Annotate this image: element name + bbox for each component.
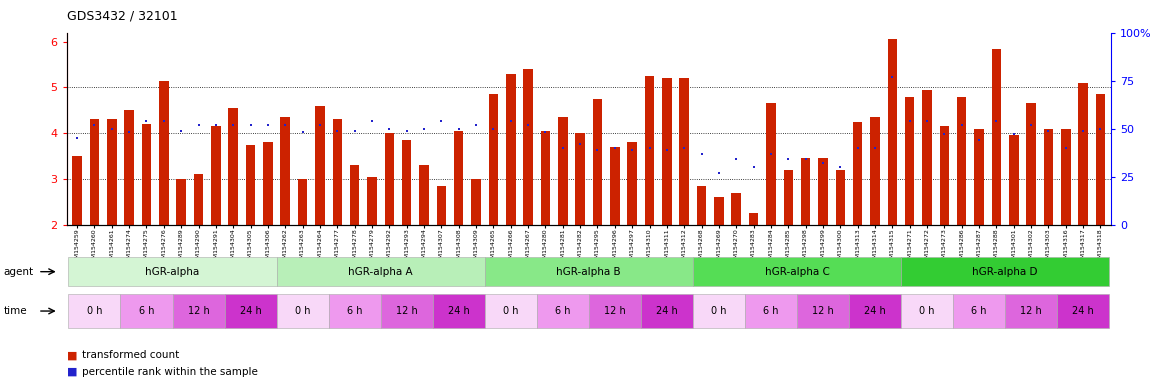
Bar (1061, 129, 1071, 225)
Text: 24 h: 24 h (239, 306, 261, 316)
Text: 6 h: 6 h (555, 306, 570, 316)
Bar (350, 165, 360, 225)
Bar (489, 94, 498, 225)
Bar (888, 40, 897, 225)
Text: 12 h: 12 h (187, 306, 209, 316)
Bar (940, 126, 949, 225)
Bar (212, 126, 221, 225)
Bar (1096, 94, 1105, 225)
Text: hGR-alpha C: hGR-alpha C (765, 266, 829, 277)
Bar (367, 177, 377, 225)
Bar (420, 165, 429, 225)
Text: agent: agent (3, 266, 33, 277)
Bar (662, 78, 672, 225)
Bar (922, 90, 932, 225)
Text: transformed count: transformed count (82, 350, 179, 360)
Bar (437, 186, 446, 225)
Bar (176, 179, 186, 225)
Bar (90, 119, 99, 225)
Text: percentile rank within the sample: percentile rank within the sample (82, 367, 258, 377)
Bar (836, 170, 845, 225)
Bar (905, 97, 914, 225)
Text: 12 h: 12 h (396, 306, 417, 316)
Bar (680, 78, 689, 225)
Bar (263, 142, 273, 225)
Text: ■: ■ (67, 350, 77, 360)
Text: hGR-alpha B: hGR-alpha B (557, 266, 621, 277)
Text: 0 h: 0 h (711, 306, 727, 316)
Bar (124, 110, 133, 225)
Bar (246, 145, 255, 225)
Text: hGR-alpha A: hGR-alpha A (348, 266, 413, 277)
Text: hGR-alpha: hGR-alpha (145, 266, 200, 277)
Bar (749, 213, 758, 225)
Bar (540, 131, 550, 225)
Bar (401, 140, 412, 225)
Bar (818, 158, 828, 225)
Bar (766, 104, 776, 225)
Bar (558, 117, 568, 225)
Bar (991, 49, 1002, 225)
Bar (72, 156, 82, 225)
Bar (384, 133, 394, 225)
Bar (159, 81, 169, 225)
Bar (1044, 129, 1053, 225)
Bar (871, 117, 880, 225)
Text: GDS3432 / 32101: GDS3432 / 32101 (67, 10, 177, 23)
Bar (610, 147, 620, 225)
Bar (506, 74, 515, 225)
Bar (298, 179, 307, 225)
Bar (523, 69, 532, 225)
Bar (783, 170, 794, 225)
Text: time: time (3, 306, 28, 316)
Bar (714, 197, 723, 225)
Text: hGR-alpha D: hGR-alpha D (973, 266, 1037, 277)
Text: 0 h: 0 h (294, 306, 311, 316)
Bar (472, 179, 481, 225)
Bar (957, 97, 966, 225)
Text: 6 h: 6 h (347, 306, 362, 316)
Bar (974, 129, 984, 225)
Text: 24 h: 24 h (864, 306, 886, 316)
Bar (229, 108, 238, 225)
Text: 6 h: 6 h (139, 306, 154, 316)
Text: 12 h: 12 h (812, 306, 834, 316)
Bar (1009, 136, 1019, 225)
Bar (853, 122, 862, 225)
Bar (697, 186, 706, 225)
Text: 6 h: 6 h (764, 306, 779, 316)
Bar (575, 133, 585, 225)
Bar (800, 158, 811, 225)
Text: 0 h: 0 h (919, 306, 935, 316)
Bar (332, 119, 342, 225)
Bar (141, 124, 152, 225)
Text: 24 h: 24 h (656, 306, 677, 316)
Text: 12 h: 12 h (1020, 306, 1042, 316)
Bar (592, 99, 603, 225)
Bar (107, 119, 116, 225)
Text: 12 h: 12 h (604, 306, 626, 316)
Bar (645, 76, 654, 225)
Text: 24 h: 24 h (1072, 306, 1094, 316)
Text: 0 h: 0 h (503, 306, 519, 316)
Text: 24 h: 24 h (447, 306, 469, 316)
Bar (454, 131, 463, 225)
Text: 0 h: 0 h (86, 306, 102, 316)
Text: 6 h: 6 h (972, 306, 987, 316)
Bar (731, 193, 741, 225)
Bar (315, 106, 324, 225)
Bar (1026, 104, 1036, 225)
Text: ■: ■ (67, 367, 77, 377)
Bar (1079, 83, 1088, 225)
Bar (281, 117, 290, 225)
Bar (193, 174, 204, 225)
Bar (628, 142, 637, 225)
